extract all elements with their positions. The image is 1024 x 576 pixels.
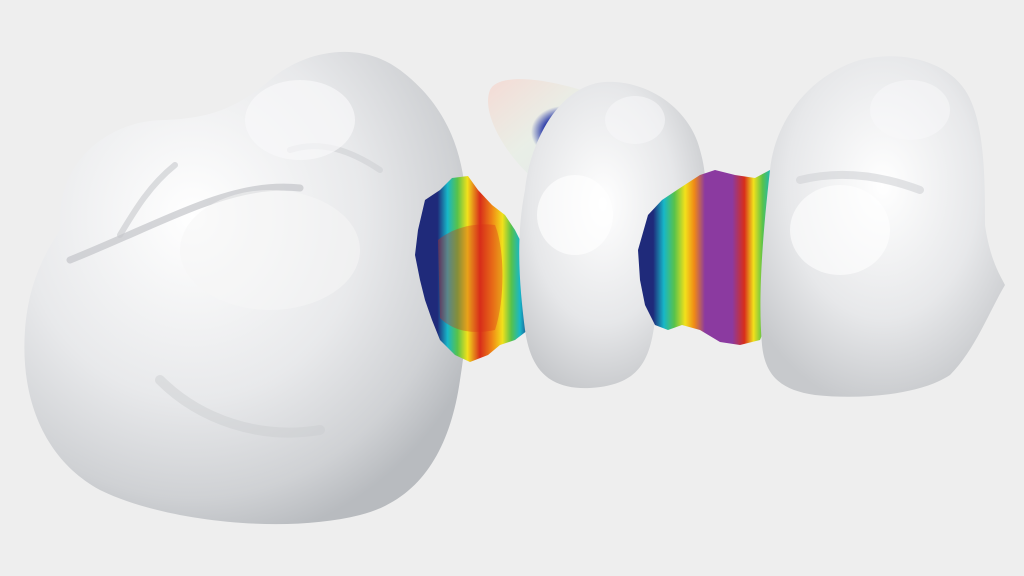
left-molar: [24, 51, 469, 525]
middle-premolar: [519, 81, 706, 389]
left-contact-map: [415, 176, 540, 362]
right-contact-map: [638, 170, 790, 345]
right-molar: [760, 56, 1005, 397]
